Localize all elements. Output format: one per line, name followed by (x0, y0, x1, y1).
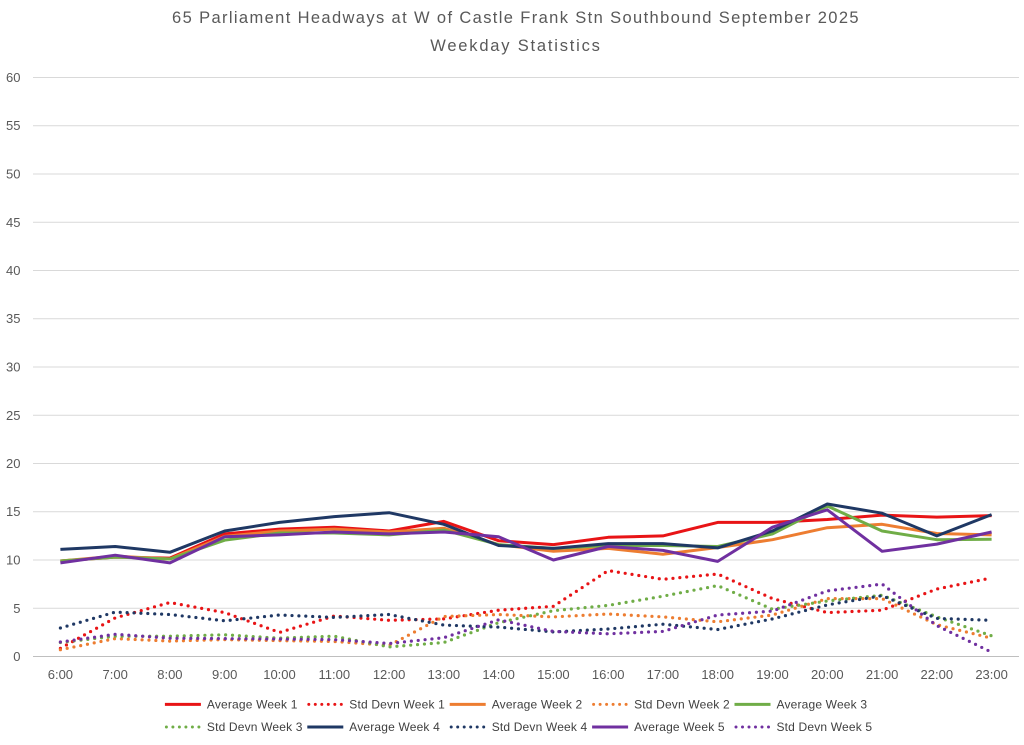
svg-text:Average Week 4: Average Week 4 (349, 720, 440, 734)
svg-text:35: 35 (6, 311, 20, 326)
svg-text:15: 15 (6, 504, 20, 519)
svg-text:60: 60 (6, 70, 20, 85)
svg-text:13:00: 13:00 (428, 667, 461, 682)
svg-text:Std Devn Week 4: Std Devn Week 4 (492, 720, 588, 734)
svg-text:Average Week 5: Average Week 5 (634, 720, 725, 734)
svg-text:45: 45 (6, 215, 20, 230)
svg-text:20:00: 20:00 (811, 667, 844, 682)
svg-text:18:00: 18:00 (701, 667, 734, 682)
svg-text:Average Week 2: Average Week 2 (492, 698, 583, 712)
svg-text:7:00: 7:00 (103, 667, 128, 682)
svg-text:9:00: 9:00 (212, 667, 237, 682)
svg-text:17:00: 17:00 (647, 667, 680, 682)
svg-text:Std Devn Week 3: Std Devn Week 3 (207, 720, 303, 734)
svg-text:10: 10 (6, 553, 20, 568)
svg-text:20: 20 (6, 456, 20, 471)
svg-text:10:00: 10:00 (263, 667, 296, 682)
svg-text:16:00: 16:00 (592, 667, 625, 682)
svg-text:Std Devn Week 2: Std Devn Week 2 (634, 698, 730, 712)
svg-text:0: 0 (13, 649, 20, 664)
svg-text:22:00: 22:00 (921, 667, 954, 682)
svg-text:40: 40 (6, 263, 20, 278)
svg-text:5: 5 (13, 601, 20, 616)
svg-text:21:00: 21:00 (866, 667, 899, 682)
svg-text:19:00: 19:00 (756, 667, 789, 682)
svg-text:23:00: 23:00 (975, 667, 1008, 682)
svg-text:15:00: 15:00 (537, 667, 570, 682)
svg-text:14:00: 14:00 (482, 667, 515, 682)
svg-text:Std Devn Week 5: Std Devn Week 5 (777, 720, 873, 734)
svg-text:Weekday Statistics: Weekday Statistics (430, 37, 601, 55)
svg-text:50: 50 (6, 167, 20, 182)
svg-text:Average Week 1: Average Week 1 (207, 698, 298, 712)
svg-text:Average Week 3: Average Week 3 (777, 698, 868, 712)
svg-text:30: 30 (6, 360, 20, 375)
svg-text:25: 25 (6, 408, 20, 423)
svg-text:12:00: 12:00 (373, 667, 406, 682)
svg-text:55: 55 (6, 118, 20, 133)
svg-text:Std Devn Week 1: Std Devn Week 1 (349, 698, 445, 712)
svg-text:6:00: 6:00 (48, 667, 73, 682)
svg-text:65 Parliament Headways at W of: 65 Parliament Headways at W of Castle Fr… (172, 9, 860, 27)
svg-text:11:00: 11:00 (319, 667, 351, 682)
svg-text:8:00: 8:00 (157, 667, 182, 682)
